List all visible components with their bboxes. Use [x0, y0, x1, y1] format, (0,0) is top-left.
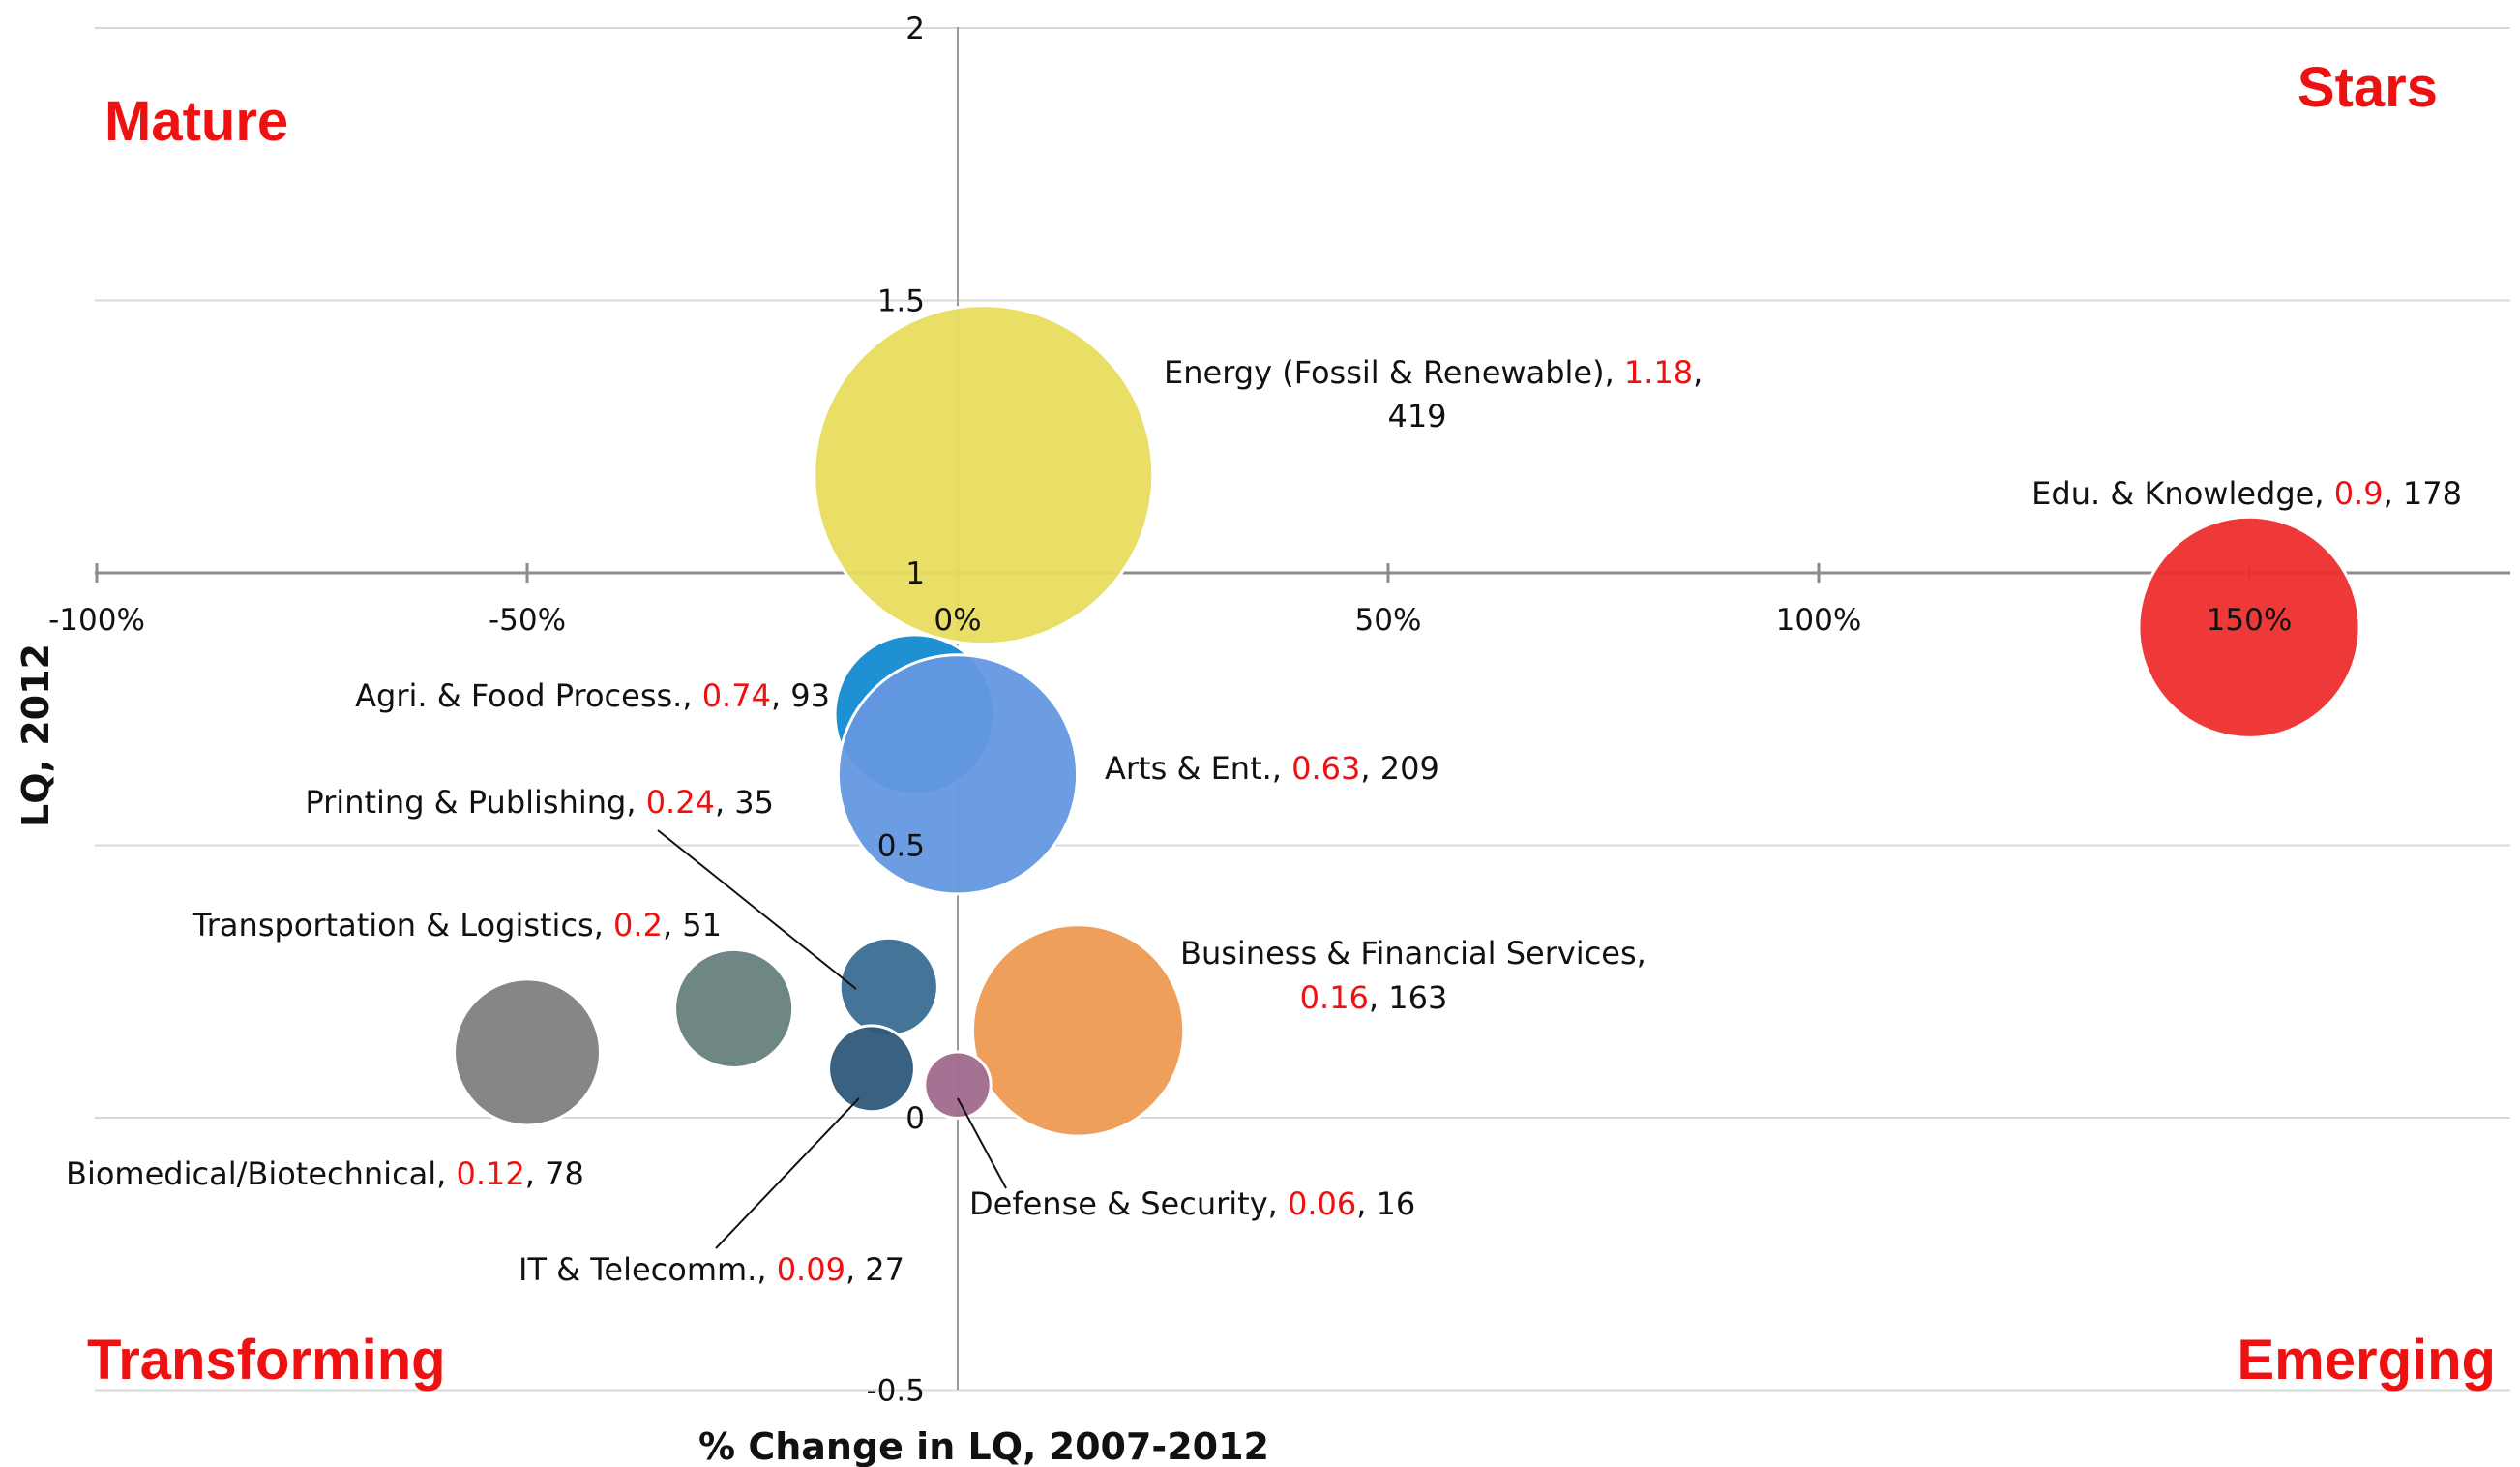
x-tick-label: 50%: [1355, 603, 1422, 638]
leader-line: [657, 829, 857, 990]
bubble: [970, 923, 1186, 1138]
y-tick-label: 1.5: [877, 284, 925, 319]
data-label: Business & Financial Services,: [1180, 935, 1646, 972]
x-tick-label: 150%: [2207, 603, 2293, 638]
x-tick-label: -50%: [489, 603, 566, 638]
y-tick-label: 2: [905, 12, 925, 46]
bubble: [452, 977, 603, 1127]
data-label: Arts & Ent., 0.63, 209: [1105, 750, 1439, 787]
data-label: Energy (Fossil & Renewable), 1.18,: [1164, 354, 1703, 391]
y-tick-label: 0.5: [877, 829, 925, 864]
tick-labels: -100% -50% 0% 50% 100% 150% -0.5 0 0.5 1 1.5 2: [48, 12, 2292, 1409]
data-label: Biomedical/Biotechnical, 0.12, 78: [66, 1155, 584, 1192]
bubble: [827, 1024, 916, 1114]
quadrant-label-transforming: Transforming: [87, 1329, 446, 1392]
y-tick-label: 0: [905, 1101, 925, 1136]
data-label: Agri. & Food Process., 0.74, 93: [355, 677, 830, 714]
quadrant-label-mature: Mature: [104, 90, 288, 153]
bubbles: [452, 304, 2361, 1138]
data-label: Defense & Security, 0.06, 16: [969, 1185, 1415, 1222]
quadrant-label-stars: Stars: [2298, 56, 2438, 119]
leader-line: [715, 1097, 860, 1249]
data-label-line2: 419: [1387, 398, 1446, 434]
data-label: IT & Telecomm., 0.09, 27: [519, 1251, 904, 1288]
y-axis-title: LQ, 2012: [15, 644, 57, 827]
y-tick-label: -0.5: [867, 1374, 926, 1409]
leader-line: [957, 1097, 1007, 1189]
data-label: Printing & Publishing, 0.24, 35: [305, 784, 774, 821]
y-tick-label: 1: [905, 556, 925, 591]
leader-lines: [657, 829, 1007, 1249]
x-axis-title: % Change in LQ, 2007-2012: [698, 1425, 1269, 1467]
bubble: [2137, 515, 2361, 739]
x-tick-label: 100%: [1776, 603, 1862, 638]
x-tick-label: 0%: [934, 603, 981, 638]
bubble: [923, 1050, 993, 1120]
bubble: [836, 653, 1080, 896]
data-label-line2: 0.16, 163: [1300, 979, 1448, 1016]
bubble: [813, 304, 1155, 646]
x-tick-label: -100%: [48, 603, 145, 638]
quadrant-label-emerging: Emerging: [2238, 1329, 2497, 1392]
bubble: [673, 947, 795, 1069]
data-label: Transportation & Logistics, 0.2, 51: [192, 907, 722, 943]
data-label: Edu. & Knowledge, 0.9, 178: [2031, 475, 2462, 512]
data-labels: Energy (Fossil & Renewable), 1.18, 419 Edu…: [66, 354, 2462, 1288]
